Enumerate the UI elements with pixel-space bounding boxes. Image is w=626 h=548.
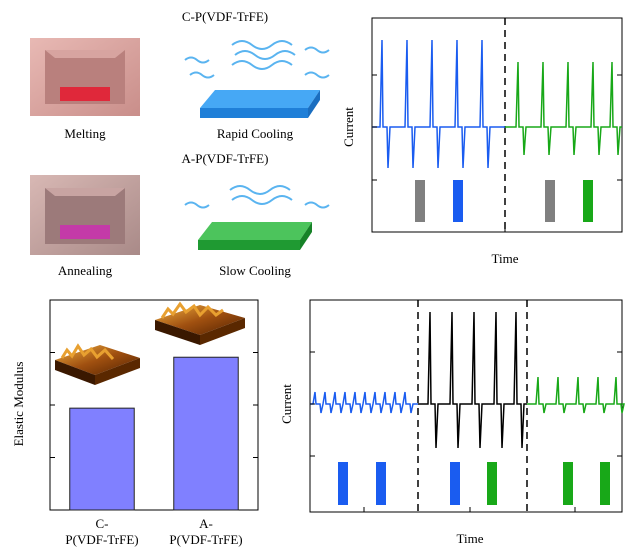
x-label: Time [492,251,519,266]
a-title: A-P(VDF-TrFE) [182,151,269,166]
melting-label: Melting [64,126,106,141]
plate-rapid [200,90,320,118]
slow-cooling-label: Slow Cooling [219,263,291,278]
x-tick-label: A- P(VDF-TrFE) [169,516,243,547]
oven-melting [30,38,140,116]
plate-slow [198,222,312,250]
wind [184,40,330,209]
y-label: Current [341,107,356,147]
y-label: Current [279,384,294,424]
x-tick-label: C- P(VDF-TrFE) [65,516,139,547]
current-plot-1 [371,17,623,233]
bar [173,356,239,511]
c-title: C-P(VDF-TrFE) [182,9,268,24]
current-plot-2 [309,299,625,513]
bar [69,407,135,511]
afm-images [55,301,245,385]
bars [69,356,239,511]
oven-annealing [30,175,140,255]
x-label: Time [457,531,484,546]
rapid-cooling-label: Rapid Cooling [217,126,294,141]
annealing-label: Annealing [58,263,113,278]
y-label: Elastic Modulus [11,362,26,447]
